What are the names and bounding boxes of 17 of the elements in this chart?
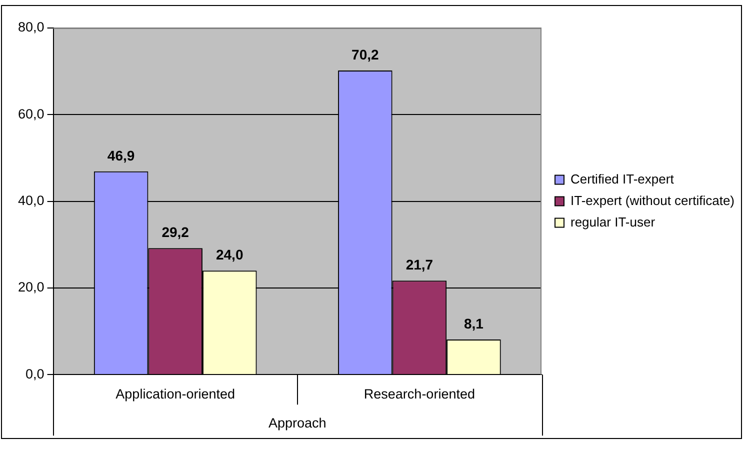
y-tick-label: 80,0	[18, 20, 44, 35]
data-label: 21,7	[406, 256, 434, 272]
y-tick-label: 20,0	[18, 280, 44, 295]
y-tick-label: 40,0	[18, 193, 44, 208]
x-tick-label: Research-oriented	[364, 386, 475, 402]
legend-label: regular IT-user	[570, 214, 656, 230]
y-tick-label: 60,0	[18, 106, 44, 122]
legend-label: Certified IT-expert	[570, 171, 674, 186]
x-axis-title: Approach	[268, 416, 326, 431]
data-label: 46,9	[107, 147, 135, 164]
data-label: 24,0	[216, 246, 244, 262]
data-label: 29,2	[162, 224, 190, 240]
legend-label: IT-expert (without certificate)	[570, 192, 734, 208]
data-label: 70,2	[352, 46, 380, 62]
data-label: 8,1	[464, 315, 484, 332]
y-tick-label: 0,0	[25, 366, 44, 382]
x-tick-label: Application-oriented	[116, 386, 235, 402]
